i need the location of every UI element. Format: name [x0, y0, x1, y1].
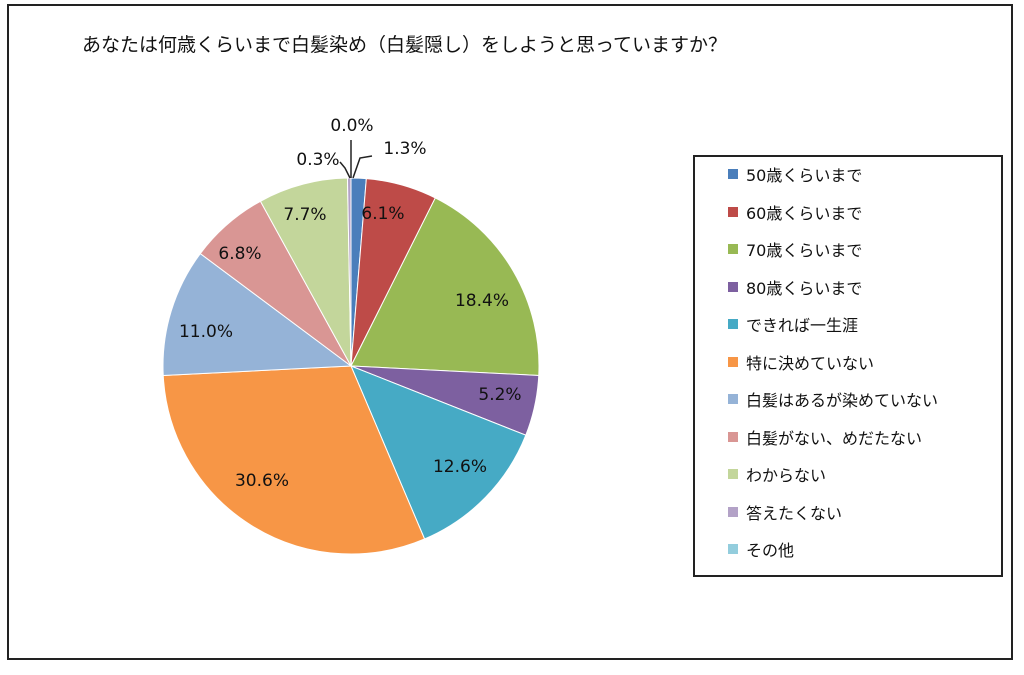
- legend-item-3: 80歳くらいまで: [728, 275, 862, 299]
- legend-swatch-8: [728, 469, 738, 479]
- legend-swatch-9: [728, 506, 738, 517]
- legend-label-10: その他: [746, 541, 795, 560]
- legend-label-0: 50歳くらいまで: [746, 166, 863, 185]
- data-label-2: 18.4%: [455, 291, 509, 311]
- legend-label-5: 特に決めていない: [746, 353, 875, 373]
- legend-swatch-3: [728, 281, 738, 292]
- legend-swatch-0: [728, 169, 738, 179]
- leader-line-0: [352, 155, 373, 179]
- legend-swatch-5: [728, 356, 738, 367]
- data-label-4: 12.6%: [433, 457, 487, 477]
- legend-swatch-2: [728, 244, 738, 254]
- data-label-8: 7.7%: [283, 205, 326, 225]
- legend-label-6: 白髪はあるが染めていない: [746, 391, 939, 410]
- pie-slice-5: [162, 365, 426, 555]
- legend-swatch-1: [728, 206, 738, 217]
- leader-line-9: [339, 161, 351, 179]
- data-label-0: 1.3%: [383, 139, 426, 159]
- legend-label-1: 60歳くらいまで: [746, 203, 863, 223]
- data-label-7: 6.8%: [218, 244, 261, 264]
- data-label-9: 0.3%: [296, 150, 339, 170]
- data-label-10: 0.0%: [330, 116, 373, 136]
- chart-title: あなたは何歳くらいまで白髪染め（白髪隠し）をしようと思っていますか？: [82, 34, 728, 56]
- pie-slice-4: [350, 365, 527, 540]
- legend-item-4: できれば一生涯: [728, 312, 858, 336]
- legend-item-7: 白髪がない、めだたない: [728, 425, 922, 449]
- legend-item-1: 60歳くらいまで: [728, 200, 862, 224]
- pie-slice-2: [350, 197, 540, 376]
- legend-swatch-10: [728, 544, 738, 554]
- legend-label-2: 70歳くらいまで: [746, 241, 863, 260]
- legend-swatch-4: [728, 319, 738, 329]
- legend-item-0: 50歳くらいまで: [728, 162, 862, 186]
- legend: 50歳くらいまで 60歳くらいまで 70歳くらいまで 80歳くらいまで できれば一生涯特…: [693, 155, 1003, 577]
- legend-label-7: 白髪がない、めだたない: [746, 428, 923, 448]
- legend-swatch-6: [728, 394, 738, 404]
- data-label-1: 6.1%: [361, 204, 404, 224]
- legend-label-8: わからない: [746, 466, 827, 485]
- legend-label-9: 答えたくない: [746, 503, 843, 523]
- data-label-5: 30.6%: [235, 471, 289, 491]
- legend-item-10: その他: [728, 537, 794, 561]
- legend-item-6: 白髪はあるが染めていない: [728, 387, 938, 411]
- legend-item-5: 特に決めていない: [728, 350, 874, 374]
- legend-item-2: 70歳くらいまで: [728, 237, 862, 261]
- legend-item-8: わからない: [728, 462, 826, 486]
- legend-item-9: 答えたくない: [728, 500, 842, 524]
- legend-swatch-7: [728, 431, 738, 442]
- legend-label-4: できれば一生涯: [746, 316, 859, 335]
- data-label-6: 11.0%: [179, 322, 233, 342]
- pie-slice-6: [162, 252, 353, 376]
- legend-label-3: 80歳くらいまで: [746, 278, 863, 298]
- data-label-3: 5.2%: [478, 385, 521, 405]
